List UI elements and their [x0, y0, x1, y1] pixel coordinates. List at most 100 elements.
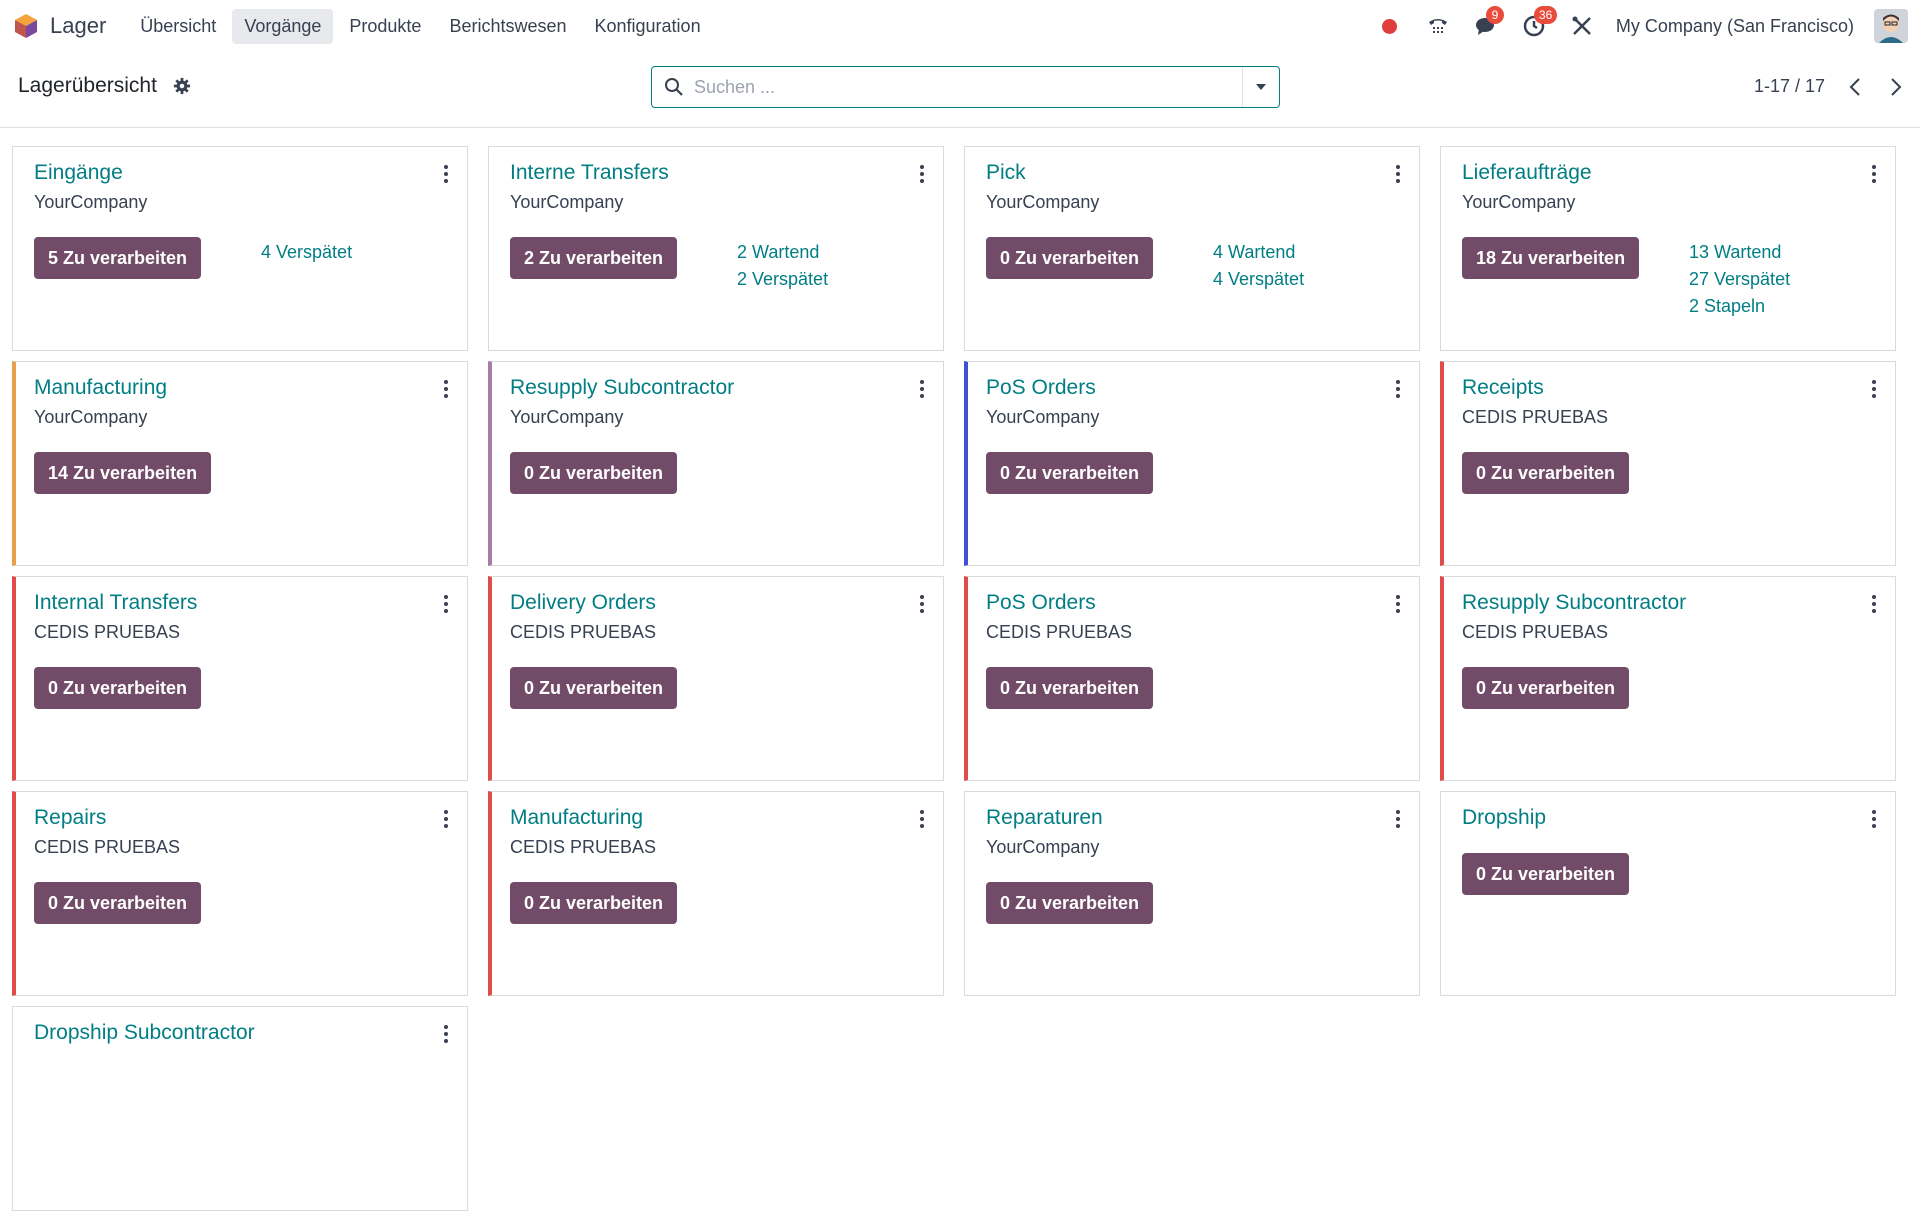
kebab-dot: [444, 387, 448, 391]
card-title[interactable]: Dropship: [1462, 806, 1547, 829]
picking-type-card[interactable]: Receipts CEDIS PRUEBAS 0 Zu verarbeiten: [1440, 361, 1896, 566]
pager-next-button[interactable]: [1881, 72, 1911, 102]
picking-type-card[interactable]: Manufacturing CEDIS PRUEBAS 0 Zu verarbeit…: [488, 791, 944, 996]
messages-button[interactable]: 9: [1472, 6, 1504, 40]
card-menu-kebab-icon[interactable]: [1395, 380, 1401, 398]
card-menu-kebab-icon[interactable]: [919, 595, 925, 613]
menu-vorgaenge[interactable]: Vorgänge: [232, 8, 334, 44]
to-process-button[interactable]: 0 Zu verarbeiten: [510, 452, 678, 494]
to-process-button[interactable]: 0 Zu verarbeiten: [1462, 452, 1630, 494]
stat-link[interactable]: 4 Verspätet: [261, 242, 353, 262]
card-title[interactable]: Lieferaufträge: [1462, 161, 1592, 184]
to-process-button[interactable]: 0 Zu verarbeiten: [1462, 853, 1630, 895]
menu-konfiguration[interactable]: Konfiguration: [594, 15, 701, 36]
card-title[interactable]: Resupply Subcontractor: [1462, 591, 1687, 614]
to-process-button[interactable]: 0 Zu verarbeiten: [34, 882, 202, 924]
card-menu-kebab-icon[interactable]: [1871, 595, 1877, 613]
to-process-button[interactable]: 0 Zu verarbeiten: [1462, 667, 1630, 709]
to-process-button[interactable]: 0 Zu verarbeiten: [986, 452, 1154, 494]
activities-button[interactable]: 36: [1520, 6, 1558, 40]
company-switcher[interactable]: My Company (San Francisco): [1615, 15, 1854, 36]
phone-button[interactable]: [1424, 12, 1452, 40]
card-title[interactable]: Eingänge: [34, 161, 123, 184]
search-options-toggle[interactable]: [1242, 67, 1279, 107]
card-menu-kebab-icon[interactable]: [1871, 165, 1877, 183]
picking-type-card[interactable]: Dropship Subcontractor: [12, 1006, 468, 1211]
card-title[interactable]: Manufacturing: [510, 806, 644, 829]
recording-indicator[interactable]: [1376, 12, 1404, 40]
to-process-button[interactable]: 0 Zu verarbeiten: [986, 882, 1154, 924]
debug-tools-button[interactable]: [1568, 12, 1596, 40]
card-title[interactable]: Receipts: [1462, 376, 1544, 399]
card-menu-kebab-icon[interactable]: [919, 810, 925, 828]
card-title[interactable]: Manufacturing: [34, 376, 168, 399]
picking-type-card[interactable]: PoS Orders YourCompany 0 Zu verarbeiten: [964, 361, 1420, 566]
picking-type-card[interactable]: Resupply Subcontractor CEDIS PRUEBAS 0 Zu …: [1440, 576, 1896, 781]
card-title[interactable]: Interne Transfers: [510, 161, 669, 184]
picking-type-card[interactable]: Delivery Orders CEDIS PRUEBAS 0 Zu verarbe…: [488, 576, 944, 781]
inventory-app-icon[interactable]: [12, 12, 40, 40]
picking-type-card[interactable]: PoS Orders CEDIS PRUEBAS 0 Zu verarbeiten: [964, 576, 1420, 781]
card-title[interactable]: Resupply Subcontractor: [510, 376, 735, 399]
card-menu-kebab-icon[interactable]: [1395, 810, 1401, 828]
card-title[interactable]: Dropship Subcontractor: [34, 1021, 255, 1044]
kebab-dot: [444, 179, 448, 183]
card-title[interactable]: Pick: [986, 161, 1026, 184]
picking-type-card[interactable]: Repairs CEDIS PRUEBAS 0 Zu verarbeiten: [12, 791, 468, 996]
pager-previous-button[interactable]: [1840, 72, 1870, 102]
card-title[interactable]: Delivery Orders: [510, 591, 656, 614]
stat-link[interactable]: 2 Stapeln: [1689, 296, 1766, 316]
to-process-button[interactable]: 2 Zu verarbeiten: [510, 237, 678, 279]
pager-value[interactable]: 1-17 / 17: [1754, 76, 1826, 96]
to-process-button[interactable]: 0 Zu verarbeiten: [986, 237, 1154, 279]
to-process-button[interactable]: 18 Zu verarbeiten: [1462, 237, 1640, 279]
stat-link[interactable]: 4 Verspätet: [1213, 269, 1305, 289]
picking-type-card[interactable]: Pick YourCompany 0 Zu verarbeiten 4 Wartend…: [964, 146, 1420, 351]
card-title[interactable]: Reparaturen: [986, 806, 1103, 829]
card-title[interactable]: PoS Orders: [986, 591, 1096, 614]
search-input[interactable]: [692, 75, 1242, 99]
card-title[interactable]: PoS Orders: [986, 376, 1096, 399]
card-menu-kebab-icon[interactable]: [443, 810, 449, 828]
stat-link[interactable]: 27 Verspätet: [1689, 269, 1791, 289]
card-warehouse: YourCompany: [1462, 192, 1576, 212]
card-menu-kebab-icon[interactable]: [443, 595, 449, 613]
stat-link[interactable]: 13 Wartend: [1689, 242, 1782, 262]
card-menu-kebab-icon[interactable]: [443, 1025, 449, 1043]
kebab-dot: [444, 1032, 448, 1036]
menu-produkte[interactable]: Produkte: [349, 15, 422, 36]
card-menu-kebab-icon[interactable]: [919, 380, 925, 398]
to-process-button[interactable]: 0 Zu verarbeiten: [34, 667, 202, 709]
card-menu-kebab-icon[interactable]: [443, 165, 449, 183]
picking-type-card[interactable]: Internal Transfers CEDIS PRUEBAS 0 Zu vera…: [12, 576, 468, 781]
stat-link[interactable]: 4 Wartend: [1213, 242, 1296, 262]
card-title[interactable]: Internal Transfers: [34, 591, 198, 614]
to-process-button[interactable]: 0 Zu verarbeiten: [510, 882, 678, 924]
menu-uebersicht[interactable]: Übersicht: [140, 15, 217, 36]
picking-type-card[interactable]: Eingänge YourCompany 5 Zu verarbeiten 4 Ver…: [12, 146, 468, 351]
to-process-button[interactable]: 0 Zu verarbeiten: [510, 667, 678, 709]
menu-berichtswesen[interactable]: Berichtswesen: [449, 15, 567, 36]
card-menu-kebab-icon[interactable]: [1395, 595, 1401, 613]
kebab-dot: [444, 165, 448, 169]
user-avatar[interactable]: [1874, 9, 1908, 43]
picking-type-card[interactable]: Dropship 0 Zu verarbeiten: [1440, 791, 1896, 996]
picking-type-card[interactable]: Resupply Subcontractor YourCompany 0 Zu ve…: [488, 361, 944, 566]
to-process-button[interactable]: 0 Zu verarbeiten: [986, 667, 1154, 709]
picking-type-card[interactable]: Interne Transfers YourCompany 2 Zu verarbe…: [488, 146, 944, 351]
stat-link[interactable]: 2 Verspätet: [737, 269, 829, 289]
app-name[interactable]: Lager: [50, 13, 107, 38]
to-process-button[interactable]: 5 Zu verarbeiten: [34, 237, 202, 279]
picking-type-card[interactable]: Reparaturen YourCompany 0 Zu verarbeiten: [964, 791, 1420, 996]
card-menu-kebab-icon[interactable]: [1871, 810, 1877, 828]
stat-link[interactable]: 2 Wartend: [737, 242, 820, 262]
card-menu-kebab-icon[interactable]: [1871, 380, 1877, 398]
to-process-button[interactable]: 14 Zu verarbeiten: [34, 452, 212, 494]
card-title[interactable]: Repairs: [34, 806, 107, 829]
card-menu-kebab-icon[interactable]: [443, 380, 449, 398]
gear-icon[interactable]: [173, 77, 191, 95]
picking-type-card[interactable]: Manufacturing YourCompany 14 Zu verarbeite…: [12, 361, 468, 566]
card-menu-kebab-icon[interactable]: [919, 165, 925, 183]
picking-type-card[interactable]: Lieferaufträge YourCompany 18 Zu verarbeit…: [1440, 146, 1896, 351]
card-menu-kebab-icon[interactable]: [1395, 165, 1401, 183]
